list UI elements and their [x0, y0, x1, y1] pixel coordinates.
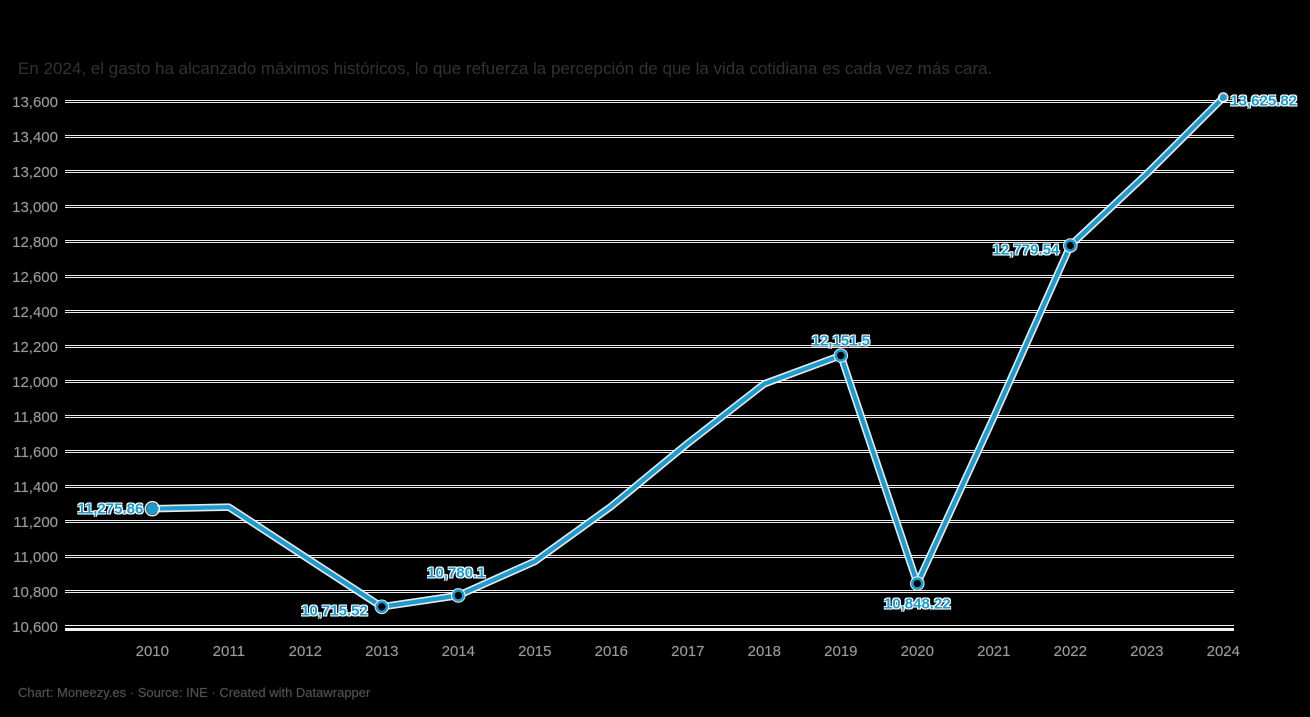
x-axis-tick-label: 2016: [594, 643, 628, 660]
gridline: [65, 380, 1234, 383]
y-axis-tick-label: 11,000: [13, 549, 58, 566]
data-point-marker: [375, 600, 389, 614]
data-point-marker: [1219, 94, 1227, 101]
x-axis-tick-label: 2014: [441, 643, 475, 660]
x-axis-tick-label: 2020: [900, 643, 934, 660]
y-axis-tick-label: 13,600: [12, 94, 58, 111]
y-axis-tick-label: 12,600: [12, 269, 58, 286]
x-axis-tick-label: 2015: [518, 643, 552, 660]
gridline: [65, 590, 1234, 593]
gridline: [65, 275, 1234, 278]
gridline: [65, 170, 1234, 173]
y-axis-tick-label: 10,800: [12, 584, 58, 601]
y-axis-tick-label: 11,200: [13, 514, 58, 531]
y-axis-tick-label: 11,400: [13, 479, 58, 496]
data-point-marker: [1064, 239, 1077, 252]
gridline: [65, 345, 1234, 348]
data-point-marker: [1063, 238, 1078, 253]
x-axis-baseline: [65, 625, 1234, 631]
x-axis-tick-label: 2011: [212, 643, 245, 660]
data-point-marker: [833, 348, 849, 363]
gridline: [65, 450, 1234, 453]
data-point-marker: [909, 576, 925, 591]
data-point-marker: [450, 588, 466, 603]
data-point-marker: [1217, 92, 1229, 103]
y-axis-tick-label: 13,200: [12, 164, 58, 181]
data-point-marker: [834, 349, 848, 362]
data-point-label: 11,275.86: [77, 500, 144, 518]
gridline: [65, 485, 1234, 488]
gridline: [65, 520, 1234, 523]
x-axis-tick-label: 2017: [671, 643, 705, 660]
x-axis-tick-label: 2023: [1130, 643, 1164, 660]
gridline: [65, 310, 1234, 313]
x-axis-tick-label: 2012: [288, 643, 322, 660]
data-point-marker: [374, 599, 390, 615]
series-line: [150, 95, 1226, 609]
y-axis-tick-label: 12,200: [12, 339, 58, 356]
gridline: [65, 100, 1234, 103]
x-axis-tick-label: 2018: [747, 643, 781, 660]
data-point-marker: [910, 577, 924, 590]
x-axis-tick-label: 2013: [365, 643, 399, 660]
y-axis-tick-label: 10,600: [12, 619, 58, 636]
gridline: [65, 555, 1234, 558]
data-point-label: 10,848.22: [883, 595, 951, 613]
x-axis-tick-label: 2024: [1206, 643, 1240, 660]
y-axis-tick-label: 11,800: [13, 409, 58, 426]
data-point-label: 12,779.54: [992, 241, 1060, 259]
gridline: [65, 205, 1234, 208]
gridline: [65, 415, 1234, 418]
chart-footer: Chart: Moneezy.es · Source: INE · Create…: [18, 685, 371, 700]
data-point-marker: [451, 589, 465, 602]
y-axis-tick-label: 12,800: [12, 234, 58, 251]
y-axis-tick-label: 12,000: [12, 374, 58, 391]
y-axis-tick-label: 12,400: [12, 304, 58, 321]
series-line: [148, 93, 1228, 611]
data-point-label: 10,780.1: [427, 564, 486, 582]
data-point-label: 13,625.82: [1230, 92, 1298, 110]
x-axis-tick-label: 2022: [1053, 643, 1087, 660]
y-axis-tick-label: 13,000: [12, 199, 58, 216]
data-point-marker: [146, 502, 159, 515]
chart-subtitle: En 2024, el gasto ha alcanzado máximos h…: [18, 59, 993, 78]
data-point-label: 10,715.52: [301, 602, 368, 620]
x-axis-tick-label: 2010: [135, 643, 169, 660]
data-point-label: 12,151.5: [811, 332, 870, 350]
y-axis-tick-label: 13,400: [12, 129, 58, 146]
y-axis-tick-label: 11,600: [13, 444, 58, 461]
gridline: [65, 135, 1234, 138]
data-point-marker: [144, 500, 161, 517]
x-axis-tick-label: 2019: [824, 643, 858, 660]
gridline: [65, 240, 1234, 243]
x-axis-tick-label: 2021: [977, 643, 1011, 660]
